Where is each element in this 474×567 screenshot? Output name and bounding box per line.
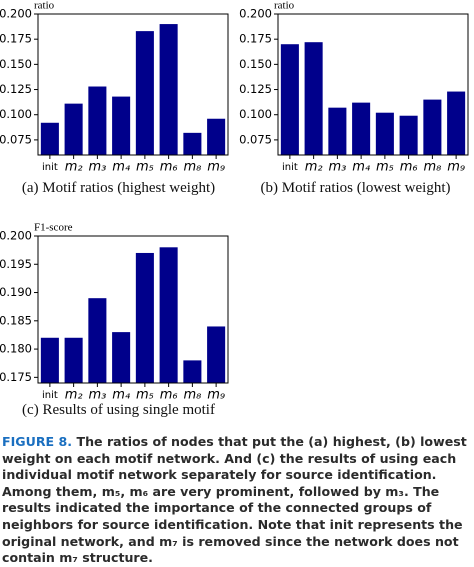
y-tick-label: 0.150 <box>0 57 32 71</box>
y-axis-label: F1-score <box>34 222 73 234</box>
plot-frame <box>37 235 229 384</box>
x-tick-label: m₄ <box>112 160 131 175</box>
bar <box>135 252 154 383</box>
y-tick-label: 0.190 <box>0 285 32 299</box>
x-tick-label: m₄ <box>352 160 371 175</box>
x-tick-label: m₄ <box>112 388 131 401</box>
y-tick-label: 0.125 <box>239 82 272 96</box>
bar <box>375 112 394 155</box>
bar <box>280 44 299 155</box>
x-tick-label: m₆ <box>160 160 178 175</box>
y-tick-label: 0.175 <box>239 32 272 46</box>
y-tick-label: 0.100 <box>239 107 272 121</box>
x-tick-label: init <box>42 162 58 173</box>
y-tick-label: 0.175 <box>0 370 32 384</box>
bar <box>399 115 418 155</box>
y-tick-label: 0.125 <box>0 82 32 96</box>
bar <box>447 91 466 155</box>
subcaption: (c) Results of using single motif <box>22 402 215 418</box>
bar <box>112 332 131 383</box>
bar <box>423 99 442 155</box>
subcaption: (b) Motif ratios (lowest weight) <box>260 180 451 196</box>
x-tick-label: m₃ <box>88 388 106 401</box>
bar <box>40 122 59 155</box>
x-tick-label: m₂ <box>65 388 83 401</box>
chart: F1-score 0.175 0.180 0.185 0.190 0.195 0.200 in… <box>0 222 229 401</box>
y-tick-label: 0.075 <box>0 132 32 146</box>
y-tick-label: 0.200 <box>0 7 32 21</box>
y-tick-label: 0.185 <box>0 313 32 327</box>
y-tick-label: 0.180 <box>0 342 32 356</box>
x-tick-label: m₃ <box>88 160 106 175</box>
caption: FIGURE 8. The ratios of nodes that put t… <box>2 434 472 567</box>
x-tick-label: m₈ <box>423 160 441 175</box>
caption-label: FIGURE 8. <box>2 434 73 449</box>
x-tick-label: m₅ <box>136 388 154 401</box>
bar <box>328 107 347 155</box>
bar <box>352 102 371 155</box>
y-tick-label: 0.200 <box>0 229 32 243</box>
x-tick-label: init <box>42 390 58 400</box>
x-tick-label: m₉ <box>207 160 225 175</box>
bar <box>183 360 202 383</box>
y-axis-label: ratio <box>34 0 55 12</box>
x-tick-label: m₉ <box>207 388 225 401</box>
x-tick-label: m₂ <box>65 160 83 175</box>
y-tick-label: 0.100 <box>0 107 32 121</box>
bar <box>159 24 178 156</box>
y-axis-label: ratio <box>274 0 295 12</box>
x-tick-label: m₆ <box>160 388 178 401</box>
bar <box>112 96 131 155</box>
plot-frame <box>37 13 229 156</box>
x-tick-label: m₅ <box>136 160 154 175</box>
y-tick-label: 0.075 <box>239 132 272 146</box>
bar <box>64 337 83 383</box>
x-tick-label: m₃ <box>328 160 346 175</box>
bar <box>207 326 226 383</box>
bar <box>183 132 202 155</box>
x-tick-label: m₂ <box>305 160 323 175</box>
bar <box>304 42 323 156</box>
x-tick-label: m₅ <box>376 160 394 175</box>
x-tick-label: m₆ <box>400 160 418 175</box>
y-tick-label: 0.195 <box>0 257 32 271</box>
y-tick-label: 0.175 <box>0 32 32 46</box>
bar <box>207 118 226 155</box>
bar <box>88 298 107 383</box>
bar <box>159 247 178 383</box>
subcaption: (a) Motif ratios (highest weight) <box>21 180 216 196</box>
bar <box>135 31 154 155</box>
y-tick-label: 0.150 <box>239 57 272 71</box>
x-tick-label: init <box>282 162 298 173</box>
bar <box>88 86 107 155</box>
y-tick-label: 0.200 <box>239 7 272 21</box>
plot-frame <box>277 13 469 156</box>
x-tick-label: m₉ <box>447 160 465 175</box>
bar <box>64 103 83 155</box>
caption-text: The ratios of nodes that put the (a) hig… <box>2 434 467 566</box>
x-tick-label: m₈ <box>183 388 201 401</box>
bar <box>40 337 59 383</box>
x-tick-label: m₈ <box>183 160 201 175</box>
